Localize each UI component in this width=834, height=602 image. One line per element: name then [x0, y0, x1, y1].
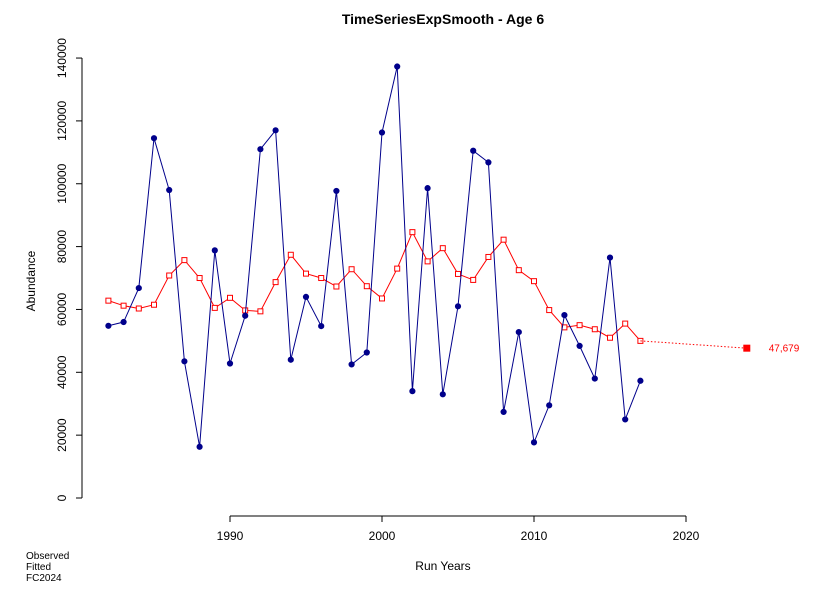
y-tick-label: 140000 [55, 38, 69, 78]
fitted-point [470, 276, 477, 283]
observed-line [108, 66, 641, 447]
fitted-point [591, 326, 598, 333]
observed-point [622, 416, 629, 423]
fitted-point [409, 229, 416, 236]
observed-point [135, 284, 142, 292]
observed-point [515, 328, 522, 336]
x-tick-label: 1990 [217, 529, 244, 543]
observed-point [439, 391, 446, 398]
fitted-point [135, 305, 142, 312]
observed-point [485, 159, 492, 166]
forecast-line [640, 340, 747, 349]
observed-point [318, 323, 325, 330]
observed-point [348, 361, 355, 368]
fitted-point [181, 257, 188, 264]
observed-point [363, 349, 370, 356]
observed-point [576, 342, 583, 350]
fitted-point [211, 304, 218, 311]
observed-point [242, 312, 249, 319]
observed-point [211, 247, 218, 254]
series-layer [105, 63, 644, 450]
observed-point [120, 318, 127, 326]
fitted-point [318, 275, 325, 282]
fitted-point [120, 302, 127, 309]
fitted-point [607, 334, 613, 341]
observed-point [591, 375, 598, 382]
x-tick-label: 2020 [673, 529, 700, 543]
observed-point [150, 135, 158, 142]
fitted-point [439, 245, 446, 252]
observed-point [302, 293, 310, 300]
observed-point [196, 443, 203, 450]
observed-point [561, 312, 568, 319]
fitted-point [348, 266, 355, 273]
y-tick-label: 0 [55, 494, 69, 501]
fitted-point [379, 295, 385, 302]
observed-point [394, 63, 401, 70]
fitted-point [485, 253, 492, 260]
observed-point [454, 303, 462, 310]
fitted-point [287, 251, 294, 258]
observed-point [287, 356, 294, 363]
observed-point [333, 187, 340, 195]
fitted-point [500, 236, 507, 243]
y-axis-label: Abundance [24, 250, 38, 311]
y-tick-label: 100000 [55, 163, 69, 203]
fitted-point [363, 283, 370, 290]
observed-point [637, 377, 644, 384]
fitted-point [515, 267, 522, 274]
fitted-point [333, 283, 340, 290]
observed-point [500, 408, 507, 415]
y-tick-label: 80000 [55, 230, 69, 264]
fitted-point [622, 320, 629, 327]
observed-point [470, 147, 477, 154]
x-tick-label: 2010 [521, 529, 548, 543]
y-tick-label: 40000 [55, 355, 69, 389]
y-tick-label: 20000 [55, 418, 69, 452]
chart-title: TimeSeriesExpSmooth - Age 6 [342, 11, 544, 27]
fitted-point [151, 301, 157, 308]
fitted-point [576, 322, 583, 329]
legend: Observed Fitted FC2024 [26, 551, 69, 584]
fitted-point [227, 294, 233, 301]
y-axis: 0 20000 40000 60000 80000 100000 120000 140000 [55, 38, 83, 501]
fitted-point [455, 270, 461, 277]
observed-point [606, 254, 614, 261]
observed-point [105, 322, 112, 329]
observed-point [226, 360, 234, 367]
fitted-point [272, 279, 279, 286]
legend-fc2024: FC2024 [26, 573, 62, 584]
fitted-point [257, 308, 264, 315]
legend-observed: Observed [26, 551, 69, 562]
fitted-point [196, 275, 203, 282]
x-tick-label: 2000 [369, 529, 396, 543]
observed-point [272, 127, 279, 134]
y-tick-label: 60000 [55, 292, 69, 326]
fitted-point [394, 265, 401, 272]
observed-point [424, 185, 431, 192]
observed-point [166, 186, 173, 194]
forecast-label: 47,679 [769, 344, 800, 355]
y-tick-label: 120000 [55, 101, 69, 141]
fitted-point [303, 270, 309, 277]
observed-point [546, 402, 553, 409]
legend-fitted: Fitted [26, 562, 51, 573]
observed-point [378, 129, 386, 136]
fitted-point [424, 258, 431, 265]
forecast-layer: 47,679 [640, 340, 800, 355]
observed-point [409, 388, 416, 395]
fitted-point [531, 278, 537, 285]
forecast-point [743, 344, 751, 352]
observed-point [530, 439, 538, 446]
fitted-point [546, 307, 553, 314]
x-axis: 1990 2000 2010 2020 [217, 515, 700, 543]
x-axis-label: Run Years [415, 559, 470, 573]
observed-point [181, 358, 188, 365]
fitted-point [166, 272, 173, 279]
observed-point [257, 146, 264, 153]
fitted-point [105, 297, 112, 304]
